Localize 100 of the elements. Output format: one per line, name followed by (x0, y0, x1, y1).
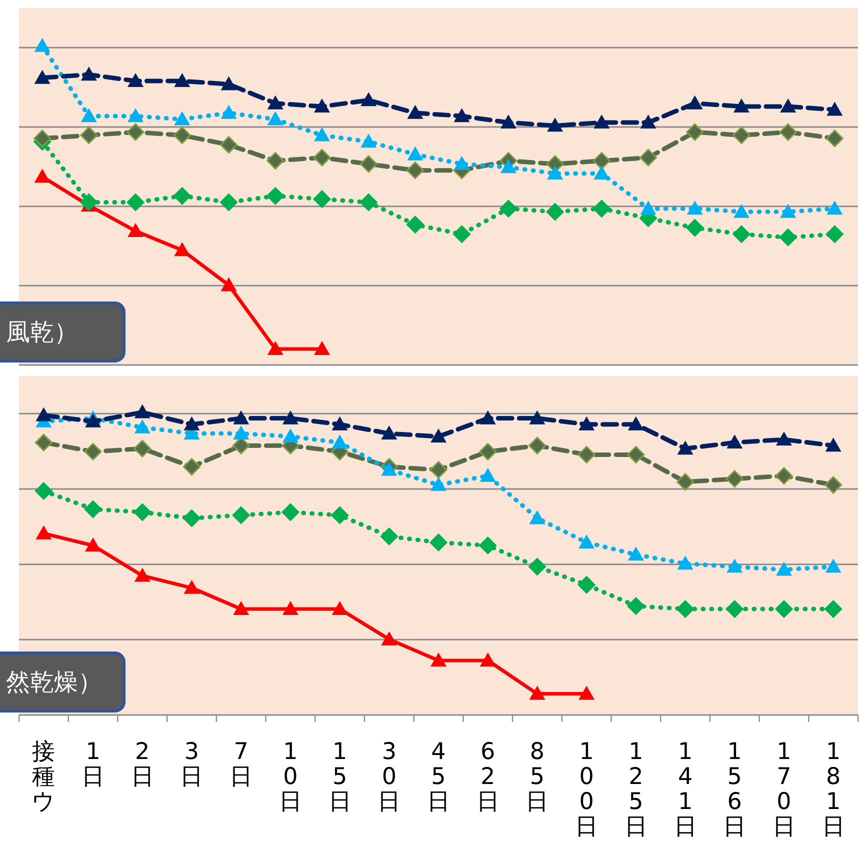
x-tick-label: 156日 (723, 739, 746, 840)
point (282, 601, 298, 616)
point (592, 200, 610, 218)
point (780, 98, 796, 113)
point (826, 130, 844, 148)
point (232, 506, 250, 524)
point (733, 204, 750, 218)
point (732, 126, 750, 144)
point (134, 404, 150, 418)
point (80, 194, 98, 212)
point (686, 95, 703, 110)
point (733, 98, 750, 113)
x-tick-label: 85日 (526, 739, 549, 815)
point (500, 159, 516, 174)
point (824, 600, 842, 618)
point (686, 219, 704, 237)
point (134, 419, 150, 434)
x-tick-label: 7日 (230, 739, 253, 790)
point (184, 580, 200, 594)
point (282, 503, 300, 521)
point (453, 225, 471, 243)
point (726, 600, 744, 618)
point (547, 118, 564, 132)
annotation: 風乾） (6, 318, 78, 346)
point (430, 534, 448, 552)
point (85, 413, 102, 428)
point (314, 341, 330, 356)
point (480, 468, 496, 482)
point (233, 425, 250, 440)
point (381, 425, 398, 440)
point (220, 277, 237, 292)
point (360, 194, 378, 212)
x-tick-label: 接種ウ (32, 739, 56, 815)
point (282, 428, 298, 442)
point (726, 558, 743, 573)
point (454, 156, 470, 170)
point (775, 600, 793, 618)
point (826, 102, 843, 116)
x-tick-label: 181日 (822, 739, 845, 840)
point (34, 70, 50, 84)
point (529, 410, 546, 424)
point (313, 148, 331, 166)
point (779, 228, 797, 246)
point (126, 123, 144, 141)
point (381, 631, 398, 646)
point (528, 436, 546, 454)
point (134, 503, 152, 521)
point (266, 187, 284, 205)
point (84, 442, 102, 460)
point (406, 216, 424, 234)
point (381, 462, 398, 476)
point (233, 410, 250, 424)
point (686, 123, 704, 141)
x-tick-label: 30日 (378, 739, 401, 815)
point (776, 562, 792, 576)
point (686, 200, 703, 215)
point (182, 458, 200, 476)
point (500, 114, 516, 128)
point (726, 434, 743, 449)
point (826, 225, 844, 243)
x-tick-label: 125日 (624, 739, 648, 840)
point (824, 476, 842, 494)
point (182, 509, 200, 527)
point (174, 73, 190, 88)
point (775, 467, 793, 485)
point (174, 242, 190, 256)
point (627, 597, 645, 615)
x-tick-label: 3日 (180, 739, 204, 790)
point (677, 440, 694, 455)
point (128, 222, 144, 237)
x-tick-label: 100日 (575, 739, 598, 840)
point (34, 130, 52, 148)
point (34, 38, 50, 52)
point (407, 104, 424, 119)
point (430, 461, 448, 479)
x-tick-label: 141日 (674, 739, 697, 840)
point (479, 536, 497, 554)
point (529, 510, 546, 524)
point (454, 108, 470, 122)
point (528, 558, 546, 576)
point (430, 428, 446, 442)
point (826, 200, 843, 215)
point (479, 442, 497, 460)
point (173, 187, 191, 205)
point (332, 416, 348, 430)
point (546, 203, 564, 221)
point (627, 446, 645, 464)
x-tick-label: 15日 (328, 739, 352, 815)
point (34, 434, 52, 452)
point (80, 66, 97, 81)
point (220, 136, 238, 154)
point (592, 152, 610, 170)
point (84, 500, 102, 518)
point (126, 194, 144, 212)
point (628, 546, 644, 561)
point (380, 528, 398, 546)
point (407, 146, 424, 160)
point (85, 537, 102, 552)
point (780, 204, 796, 218)
point (732, 225, 750, 243)
